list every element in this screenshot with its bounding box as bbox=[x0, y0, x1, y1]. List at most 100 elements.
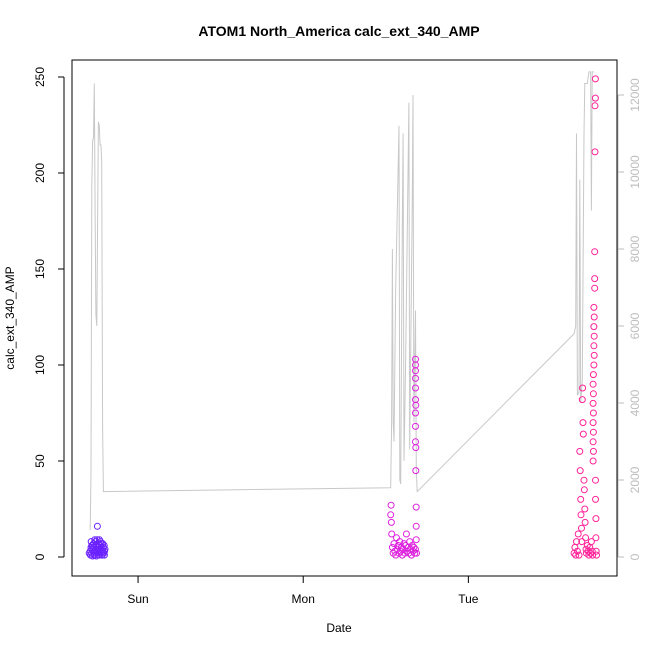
data-point-series-3 bbox=[591, 75, 599, 83]
data-point-series-3 bbox=[590, 342, 598, 350]
x-axis-title: Date bbox=[326, 621, 352, 635]
data-point-series-3 bbox=[589, 399, 597, 407]
data-point-series-3 bbox=[578, 538, 586, 546]
y-axis-tick-label: 0 bbox=[33, 553, 47, 560]
data-point-series-3 bbox=[589, 380, 597, 388]
data-point-series-3 bbox=[582, 534, 590, 542]
data-point-series-3 bbox=[593, 551, 600, 559]
data-point-series-3 bbox=[591, 284, 599, 292]
data-point-series-2 bbox=[412, 409, 419, 417]
x-axis-tick-label: Tue bbox=[458, 592, 479, 606]
data-point-series-1 bbox=[87, 538, 95, 546]
line-series bbox=[89, 71, 594, 531]
x-axis-tick-label: Sun bbox=[127, 592, 148, 606]
data-point-series-3 bbox=[588, 547, 596, 555]
data-point-series-3 bbox=[578, 396, 586, 404]
chart-title: ATOM1 North_America calc_ext_340_AMP bbox=[198, 23, 479, 39]
data-point-series-2 bbox=[413, 549, 420, 557]
data-point-series-3 bbox=[580, 476, 588, 484]
data-point-series-1 bbox=[92, 552, 100, 560]
data-point-series-2 bbox=[412, 522, 420, 530]
data-point-series-3 bbox=[592, 495, 599, 503]
data-point-series-3 bbox=[589, 419, 597, 427]
x-axis-tick-label: Mon bbox=[292, 592, 315, 606]
y-axis-tick-label: 200 bbox=[33, 163, 47, 183]
data-point-series-3 bbox=[590, 361, 598, 369]
data-point-series-1 bbox=[93, 522, 101, 530]
y2-axis-tick-label: 4000 bbox=[628, 389, 642, 416]
data-point-series-1 bbox=[99, 549, 107, 557]
data-point-series-3 bbox=[589, 447, 597, 455]
data-point-series-2 bbox=[387, 518, 395, 526]
data-point-series-3 bbox=[590, 303, 598, 311]
y-axis-tick-label: 250 bbox=[33, 67, 47, 87]
y2-axis-tick-label: 12000 bbox=[628, 78, 642, 112]
data-point-series-3 bbox=[576, 447, 584, 455]
data-point-series-3 bbox=[574, 530, 582, 538]
data-point-series-3 bbox=[580, 486, 588, 494]
data-point-series-3 bbox=[587, 538, 595, 546]
data-point-series-3 bbox=[579, 419, 587, 427]
data-point-series-1 bbox=[95, 536, 103, 544]
data-point-series-2 bbox=[388, 530, 396, 538]
data-point-series-2 bbox=[412, 545, 419, 553]
data-point-series-1 bbox=[100, 551, 108, 559]
data-point-series-3 bbox=[581, 505, 589, 513]
data-point-series-3 bbox=[573, 547, 581, 555]
data-point-series-3 bbox=[589, 390, 597, 398]
data-point-series-2 bbox=[412, 422, 419, 430]
data-point-series-3 bbox=[591, 148, 599, 156]
y2-axis-tick-label: 10000 bbox=[628, 155, 642, 189]
y-axis-tick-label: 100 bbox=[33, 355, 47, 375]
data-point-series-3 bbox=[572, 551, 580, 559]
y2-axis-tick-label: 2000 bbox=[628, 466, 642, 493]
y2-axis-tick-label: 0 bbox=[628, 553, 642, 560]
data-point-series-3 bbox=[590, 323, 598, 331]
data-point-series-3 bbox=[581, 518, 589, 526]
data-point-series-2 bbox=[412, 536, 420, 544]
data-point-series-3 bbox=[592, 534, 600, 542]
y-axis-tick-label: 50 bbox=[33, 454, 47, 468]
data-point-series-2 bbox=[412, 401, 420, 409]
data-point-series-2 bbox=[412, 503, 420, 511]
data-point-series-3 bbox=[589, 428, 597, 436]
y-axis-title: calc_ext_340_AMP bbox=[3, 266, 17, 369]
data-point-series-3 bbox=[579, 384, 587, 392]
data-point-series-2 bbox=[387, 501, 395, 509]
data-point-series-3 bbox=[579, 430, 587, 438]
data-point-series-3 bbox=[592, 476, 599, 484]
plot-area: 0 50 100 150 200 250 0 2000 4000 6000 8000 10000 120… bbox=[33, 59, 642, 606]
data-point-series-3 bbox=[578, 524, 585, 532]
data-point-series-3 bbox=[589, 551, 597, 559]
data-point-series-3 bbox=[590, 332, 598, 340]
data-point-series-2 bbox=[412, 444, 420, 452]
data-point-series-3 bbox=[591, 248, 599, 256]
data-point-series-3 bbox=[575, 551, 583, 559]
data-point-series-3 bbox=[582, 545, 590, 553]
data-point-series-3 bbox=[592, 547, 600, 555]
y2-axis-tick-label: 8000 bbox=[628, 235, 642, 262]
data-point-series-3 bbox=[592, 515, 600, 523]
data-point-series-3 bbox=[576, 467, 584, 475]
y-axis-tick-label: 150 bbox=[33, 259, 47, 279]
data-point-series-3 bbox=[590, 351, 598, 359]
data-point-series-3 bbox=[589, 409, 597, 417]
data-point-series-1 bbox=[94, 545, 102, 553]
data-point-series-3 bbox=[589, 457, 597, 465]
data-point-series-3 bbox=[589, 438, 597, 446]
y2-axis-tick-label: 6000 bbox=[628, 312, 642, 339]
data-point-series-2 bbox=[387, 511, 395, 519]
data-point-series-3 bbox=[590, 313, 598, 321]
data-point-series-2 bbox=[412, 355, 419, 363]
data-point-series-1 bbox=[85, 549, 93, 557]
data-point-series-3 bbox=[577, 495, 585, 503]
data-point-series-3 bbox=[577, 511, 585, 519]
data-point-series-3 bbox=[591, 275, 599, 283]
data-point-series-2 bbox=[412, 467, 420, 475]
data-point-series-2 bbox=[412, 374, 419, 382]
data-point-series-2 bbox=[402, 530, 410, 538]
data-point-series-3 bbox=[573, 538, 580, 546]
data-point-series-3 bbox=[589, 371, 597, 379]
